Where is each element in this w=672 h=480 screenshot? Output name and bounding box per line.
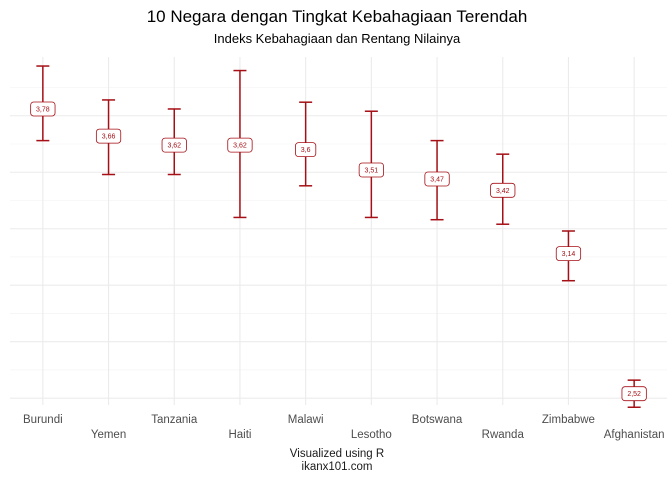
value-label-box — [358, 162, 384, 178]
x-tick-labels: Burundi Yemen Tanzania Haiti Malawi Lesotho Bo… — [23, 414, 664, 441]
value-label-box — [621, 386, 647, 402]
value-label: 3,14 — [555, 246, 582, 261]
caption-line-1: Visualized using R — [290, 448, 384, 460]
chart-title: 10 Negara dengan Tingkat Kebahagiaan Ter… — [147, 7, 528, 26]
x-tick-label: Yemen — [91, 429, 126, 441]
value-label-text: 3,62 — [233, 143, 247, 150]
value-labels: 3,78 3,66 3,62 3,62 3,6 3,51 3,47 3,42 3,14 2,52 — [30, 101, 647, 402]
value-label-text: 3,66 — [102, 134, 116, 141]
value-label-box — [490, 182, 516, 198]
caption-line-2: ikanx101.com — [302, 461, 373, 473]
value-label-box — [295, 142, 317, 158]
value-label-text: 3,78 — [36, 106, 50, 113]
value-label-box — [227, 137, 253, 153]
value-label-box — [161, 137, 187, 153]
x-tick-label: Lesotho — [351, 429, 392, 441]
value-label-text: 3,51 — [365, 167, 379, 174]
value-label: 3,51 — [358, 162, 384, 178]
error-bars — [36, 65, 641, 409]
value-label: 3,66 — [95, 128, 122, 144]
value-label: 3,42 — [490, 182, 516, 198]
value-label: 3,6 — [295, 142, 317, 158]
value-label-text: 3,14 — [562, 251, 576, 258]
value-label: 3,78 — [30, 101, 56, 117]
value-label-text: 2,52 — [627, 391, 641, 398]
value-label-text: 3,62 — [167, 143, 181, 150]
value-label: 2,52 — [621, 386, 647, 402]
x-tick-label: Burundi — [23, 414, 63, 426]
grid-lines — [10, 57, 667, 405]
x-tick-label: Malawi — [288, 414, 324, 426]
value-label-box — [30, 101, 56, 117]
chart-subtitle: Indeks Kebahagiaan dan Rentang Nilainya — [214, 31, 461, 46]
value-label-text: 3,47 — [430, 177, 444, 184]
value-label-box — [424, 171, 450, 187]
value-label-box — [95, 128, 122, 144]
x-tick-label: Afghanistan — [604, 429, 665, 441]
value-label: 3,47 — [424, 171, 450, 187]
value-label: 3,62 — [161, 137, 187, 153]
value-label-text: 3,42 — [496, 188, 510, 195]
x-tick-label: Tanzania — [151, 414, 198, 426]
x-tick-label: Zimbabwe — [542, 414, 595, 426]
x-tick-label: Rwanda — [482, 429, 525, 441]
value-label: 3,62 — [227, 137, 253, 153]
x-tick-label: Haiti — [228, 429, 251, 441]
value-label-box — [555, 246, 582, 261]
x-tick-label: Botswana — [412, 414, 463, 426]
value-label-text: 3,6 — [301, 147, 311, 154]
